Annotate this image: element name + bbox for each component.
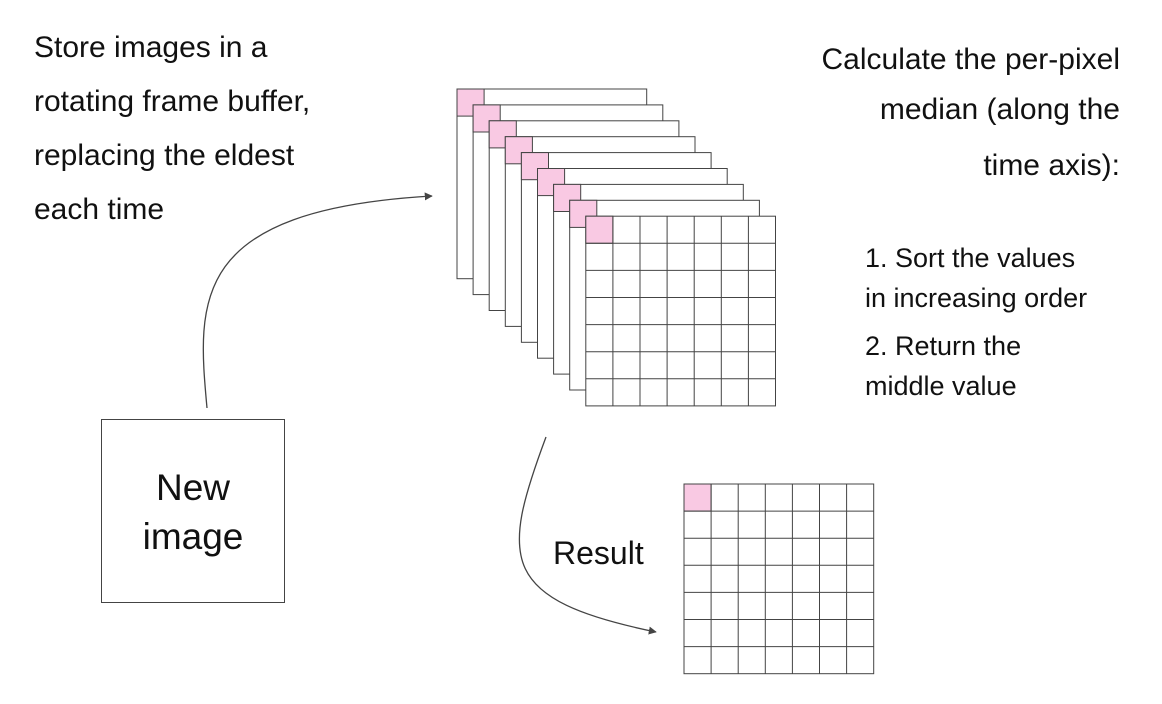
median-description-line-2: median (along the bbox=[879, 93, 1120, 126]
step-middle: 2. Return the middle value bbox=[865, 326, 1021, 406]
step-sort-line-2: in increasing order bbox=[865, 283, 1088, 313]
new-image-label-line-2: image bbox=[142, 516, 244, 557]
buffer-description-line-4: each time bbox=[34, 193, 165, 226]
highlighted-pixel bbox=[569, 199, 598, 228]
buffer-description-line-3: replacing the eldest bbox=[34, 139, 295, 172]
result-arrow bbox=[518, 436, 657, 635]
result-grid bbox=[683, 483, 875, 675]
step-middle-line-1: 2. Return the bbox=[865, 331, 1022, 361]
median-description-line-3: time axis): bbox=[983, 149, 1120, 182]
highlighted-pixel bbox=[585, 215, 614, 244]
buffer-description-line-1: Store images in a bbox=[34, 31, 268, 64]
result-highlighted-pixel bbox=[683, 483, 712, 512]
frame-border bbox=[585, 215, 776, 407]
step-sort-line-1: 1. Sort the values bbox=[865, 243, 1076, 273]
step-sort: 1. Sort the values in increasing order bbox=[865, 238, 1087, 318]
median-description: Calculate the per-pixel median (along th… bbox=[822, 42, 1121, 184]
new-image-label-line-1: New bbox=[155, 467, 231, 508]
median-description-line-1: Calculate the per-pixel bbox=[821, 43, 1121, 76]
result-label: Result bbox=[553, 535, 644, 571]
frame-buffer-stack bbox=[456, 88, 776, 407]
new-image-box bbox=[101, 419, 285, 603]
buffer-description: Store images in a rotating frame buffer,… bbox=[34, 30, 310, 246]
step-middle-line-2: middle value bbox=[865, 371, 1017, 401]
result-border bbox=[683, 483, 875, 675]
buffer-description-line-2: rotating frame buffer, bbox=[34, 85, 311, 118]
new-image-label: New image bbox=[101, 463, 285, 561]
new-image-arrow bbox=[202, 192, 433, 409]
frame-9 bbox=[585, 215, 776, 407]
